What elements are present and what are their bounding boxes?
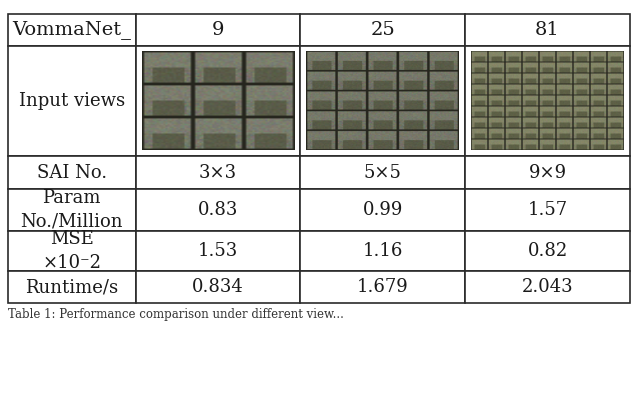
Text: 0.83: 0.83 [198, 201, 238, 219]
Bar [136, 189, 300, 231]
Bar [465, 231, 630, 271]
Bar [136, 46, 300, 156]
Text: 5×5: 5×5 [364, 164, 402, 182]
Bar [300, 14, 465, 46]
Text: 1.679: 1.679 [357, 278, 408, 296]
Bar [300, 271, 465, 303]
Bar [8, 231, 136, 271]
Bar [8, 14, 136, 46]
Bar [8, 271, 136, 303]
Bar [465, 271, 630, 303]
Text: SAI No.: SAI No. [36, 164, 107, 182]
Text: Table 1: Performance comparison under different view...: Table 1: Performance comparison under di… [8, 308, 344, 321]
Bar [136, 14, 300, 46]
Text: 0.82: 0.82 [527, 242, 568, 260]
Text: 0.834: 0.834 [192, 278, 244, 296]
Bar [300, 156, 465, 189]
Text: 1.53: 1.53 [198, 242, 238, 260]
Bar [136, 271, 300, 303]
Bar [136, 156, 300, 189]
Text: VommaNet_: VommaNet_ [12, 20, 131, 40]
Bar [465, 46, 630, 156]
Bar [8, 46, 136, 156]
Bar [300, 189, 465, 231]
Bar [465, 189, 630, 231]
Text: 2.043: 2.043 [522, 278, 573, 296]
Text: 9×9: 9×9 [529, 164, 566, 182]
Text: 81: 81 [535, 21, 560, 39]
Text: Input views: Input views [19, 92, 125, 110]
Text: 25: 25 [371, 21, 395, 39]
Bar [136, 231, 300, 271]
Text: Param
No./Million: Param No./Million [20, 189, 123, 231]
Bar [300, 231, 465, 271]
Text: 9: 9 [212, 21, 224, 39]
Bar [8, 189, 136, 231]
Text: 3×3: 3×3 [199, 164, 237, 182]
Bar [465, 14, 630, 46]
Bar [465, 156, 630, 189]
Text: 1.57: 1.57 [527, 201, 568, 219]
Bar [8, 156, 136, 189]
Text: 0.99: 0.99 [363, 201, 403, 219]
Text: 1.16: 1.16 [363, 242, 403, 260]
Text: Runtime/s: Runtime/s [25, 278, 118, 296]
Bar [300, 46, 465, 156]
Text: MSE
×10⁻2: MSE ×10⁻2 [42, 230, 101, 272]
